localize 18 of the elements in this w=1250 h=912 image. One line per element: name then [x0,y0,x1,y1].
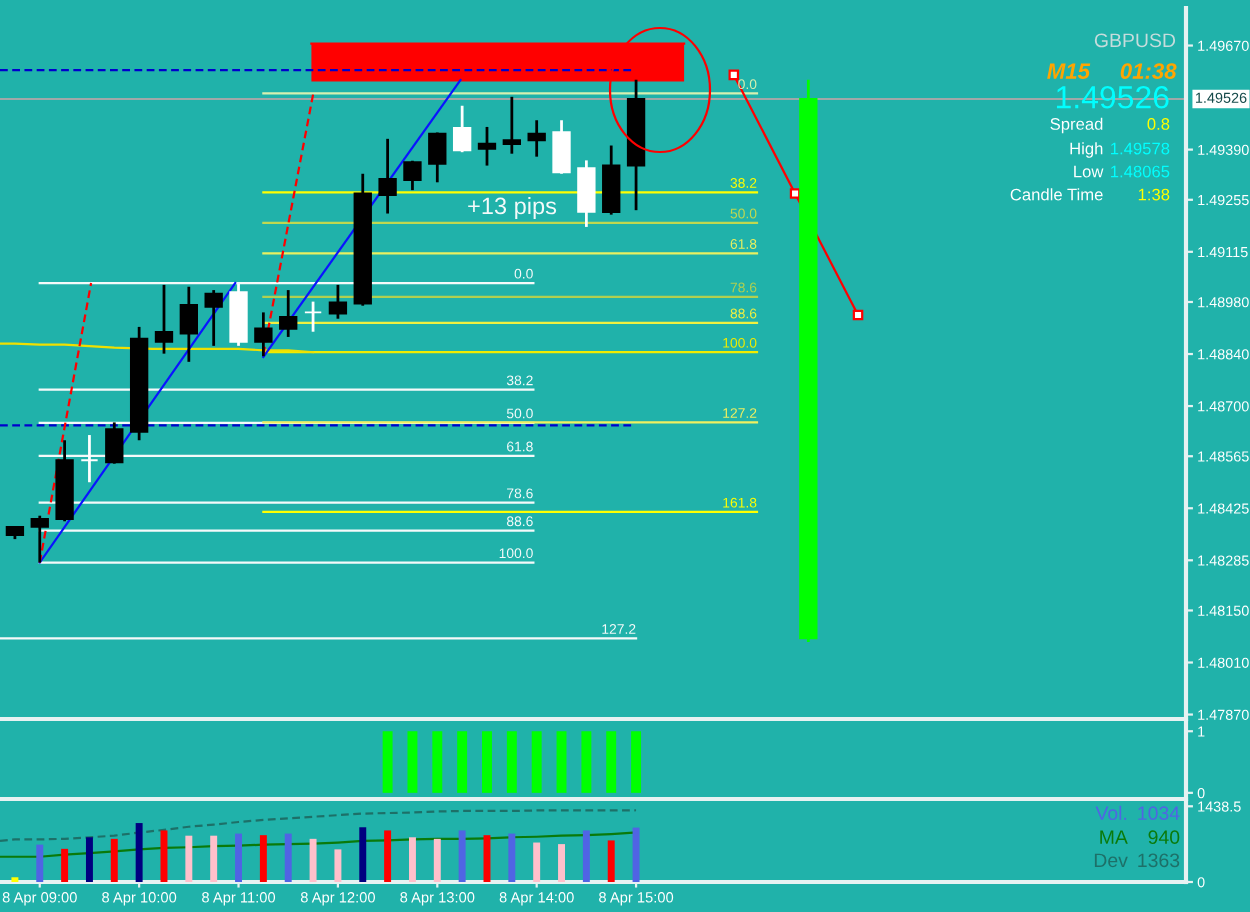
annotation: Spread [1050,117,1103,134]
annotation: +13 pips [468,197,557,219]
text: Dev [1094,853,1128,868]
annotation: M15 [1047,63,1091,79]
annotation: 1.49578 [1111,142,1170,155]
annotation: GBPUSD [1094,33,1176,48]
annotation: 0.8 [1147,118,1170,130]
text: Vol. [1095,805,1127,821]
annotation: 1.48065 [1111,165,1170,178]
annotation: 1363 [1138,853,1180,868]
text: MA [1100,830,1128,844]
annotation: Candle Time [1010,188,1103,201]
annotation: 1034 [1138,806,1180,821]
annotation: 1:38 [1138,188,1170,201]
annotation: Low [1074,165,1104,178]
annotation: 940 [1148,830,1180,845]
annotation: 01:38 [1120,63,1177,79]
annotation: High [1070,142,1103,158]
